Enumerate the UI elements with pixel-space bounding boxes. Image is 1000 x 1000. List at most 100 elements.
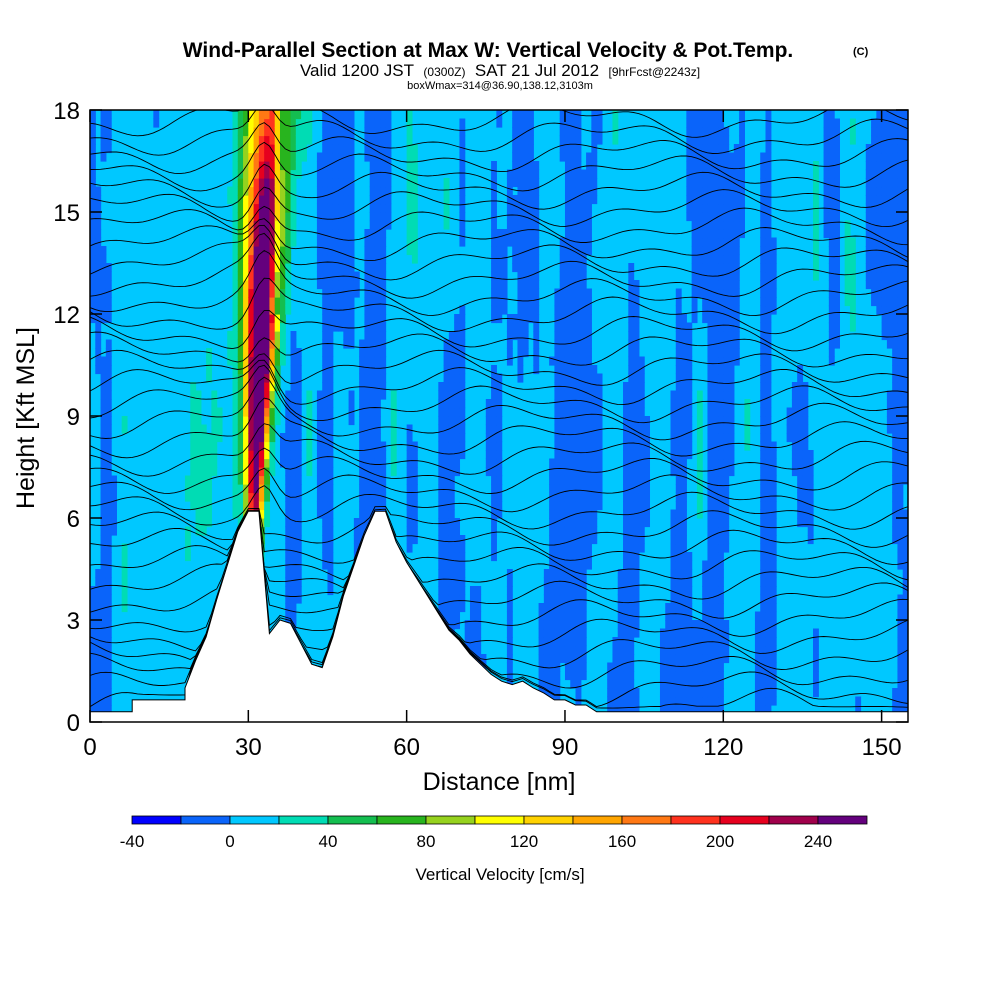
velocity-cell [316, 441, 323, 451]
velocity-cell [269, 356, 276, 366]
velocity-cell [707, 297, 714, 307]
velocity-cell [591, 152, 598, 162]
velocity-cell [617, 654, 624, 664]
velocity-cell [770, 594, 777, 604]
velocity-cell [707, 382, 714, 392]
velocity-cell [264, 254, 271, 264]
velocity-cell [322, 212, 329, 222]
velocity-cell [243, 382, 249, 392]
velocity-cell [707, 620, 714, 630]
velocity-cell [237, 297, 244, 307]
velocity-cell [528, 169, 534, 179]
velocity-cell [612, 135, 619, 145]
velocity-cell [105, 603, 112, 613]
velocity-cell [232, 127, 239, 137]
velocity-cell [290, 424, 297, 434]
velocity-cell [380, 450, 387, 460]
velocity-cell [770, 637, 777, 647]
velocity-cell [295, 441, 302, 451]
velocity-cell [670, 662, 677, 672]
velocity-cell [686, 382, 693, 392]
velocity-cell [364, 135, 371, 145]
velocity-cell [269, 331, 276, 341]
velocity-cell [570, 356, 577, 366]
velocity-cell [258, 254, 265, 264]
velocity-cell [448, 484, 455, 494]
velocity-cell [902, 475, 908, 485]
velocity-cell [343, 297, 350, 307]
velocity-cell [686, 662, 693, 672]
velocity-cell [623, 518, 629, 528]
velocity-cell [612, 705, 619, 715]
velocity-cell [723, 637, 730, 647]
velocity-cell [454, 390, 461, 400]
velocity-cell [506, 348, 513, 358]
velocity-cell [522, 271, 529, 281]
velocity-cell [707, 645, 714, 655]
velocity-cell [269, 246, 276, 256]
velocity-cell [522, 135, 529, 145]
velocity-cell [206, 373, 212, 383]
velocity-cell [369, 382, 376, 392]
velocity-cell [723, 535, 730, 545]
velocity-cell [290, 603, 297, 613]
velocity-cell [892, 518, 899, 528]
velocity-cell [570, 458, 577, 468]
velocity-cell [343, 110, 350, 120]
velocity-cell [633, 586, 640, 596]
velocity-cell [712, 373, 719, 383]
velocity-cell [728, 441, 735, 451]
velocity-cell [374, 492, 381, 502]
velocity-cell [570, 611, 577, 621]
velocity-cell [385, 203, 392, 213]
velocity-cell [892, 509, 899, 519]
velocity-cell [353, 288, 360, 298]
velocity-cell [897, 161, 904, 171]
velocity-cell [364, 484, 371, 494]
velocity-cell [517, 263, 524, 273]
velocity-cell [865, 229, 872, 239]
x-tick-label: 30 [235, 734, 262, 761]
velocity-cell [644, 484, 651, 494]
velocity-cell [243, 407, 249, 417]
velocity-cell [855, 696, 862, 706]
velocity-cell [322, 229, 329, 239]
velocity-cell [575, 645, 582, 655]
velocity-cell [100, 127, 107, 137]
velocity-cell [760, 195, 767, 205]
velocity-cell [496, 467, 503, 477]
velocity-cell [454, 416, 461, 426]
velocity-cell [374, 458, 381, 468]
velocity-cell [211, 416, 218, 426]
velocity-cell [902, 603, 908, 613]
velocity-cell [813, 254, 819, 264]
velocity-cell [802, 424, 809, 434]
velocity-cell [902, 416, 908, 426]
velocity-cell [348, 212, 355, 222]
velocity-cell [760, 543, 767, 553]
velocity-cell [559, 441, 566, 451]
velocity-cell [475, 645, 482, 655]
velocity-cell [295, 152, 302, 162]
velocity-cell [723, 543, 730, 553]
velocity-cell [264, 135, 271, 145]
velocity-cell [828, 110, 835, 120]
velocity-cell [496, 484, 503, 494]
velocity-cell [675, 662, 682, 672]
velocity-cell [327, 458, 334, 468]
velocity-cell [686, 637, 693, 647]
velocity-cell [105, 518, 112, 528]
velocity-cell [369, 237, 376, 247]
velocity-cell [718, 322, 724, 332]
velocity-cell [316, 220, 323, 230]
velocity-cell [702, 271, 709, 281]
velocity-cell [718, 535, 724, 545]
velocity-cell [522, 212, 529, 222]
velocity-cell [380, 484, 387, 494]
velocity-cell [100, 441, 107, 451]
velocity-cell [105, 433, 112, 443]
velocity-cell [554, 688, 561, 698]
velocity-cell [448, 475, 455, 485]
velocity-cell [575, 399, 582, 409]
velocity-cell [892, 254, 899, 264]
